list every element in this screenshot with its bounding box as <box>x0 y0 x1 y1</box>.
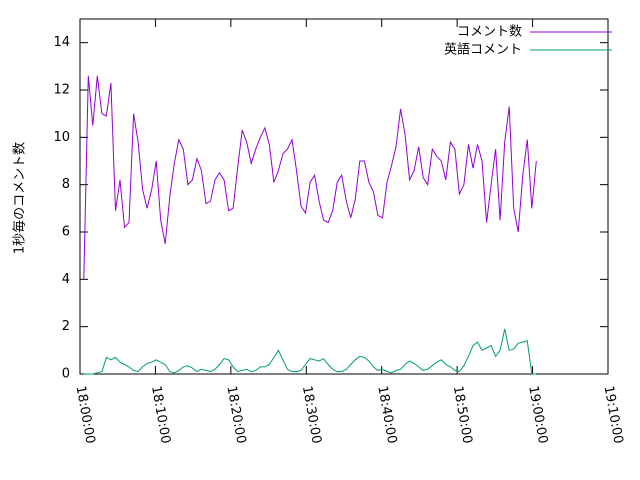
legend-label: 英語コメント <box>444 42 522 58</box>
x-tick-label: 19:00:00 <box>525 385 550 445</box>
y-tick-label: 0 <box>62 367 70 382</box>
x-tick-label: 18:40:00 <box>374 385 399 445</box>
y-axis-label: 1秒毎のコメント数 <box>12 142 28 254</box>
y-tick-label: 14 <box>53 35 70 50</box>
legend-label: コメント数 <box>457 25 522 40</box>
series-line <box>83 75 537 280</box>
x-tick-label: 18:50:00 <box>450 385 475 445</box>
x-tick-label: 19:10:00 <box>601 385 626 445</box>
x-tick-label: 18:10:00 <box>148 385 173 445</box>
y-tick-label: 2 <box>62 319 70 334</box>
y-tick-label: 12 <box>53 83 70 98</box>
x-tick-label: 18:20:00 <box>223 385 248 445</box>
x-tick-label: 18:00:00 <box>73 385 98 445</box>
y-tick-label: 6 <box>62 225 70 240</box>
x-tick-label: 18:30:00 <box>299 385 324 445</box>
y-tick-label: 4 <box>62 272 70 287</box>
y-tick-label: 8 <box>62 177 70 192</box>
y-tick-label: 10 <box>53 130 70 145</box>
plot-frame <box>79 18 609 375</box>
series-line <box>83 328 537 375</box>
